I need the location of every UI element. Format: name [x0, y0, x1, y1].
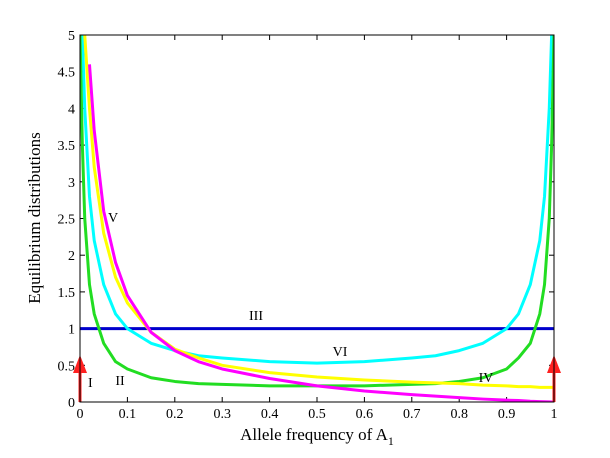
- x-axis-label: Allele frequency of A1: [240, 425, 394, 448]
- x-tick-label: 0.9: [498, 407, 516, 422]
- x-tick-label: 1: [551, 407, 558, 422]
- lines: [80, 35, 554, 402]
- x-tick-label: 0.2: [166, 407, 184, 422]
- line-series: [83, 35, 554, 389]
- x-axis-label-subscript: 1: [388, 434, 394, 448]
- x-axis-label-main: Allele frequency of A: [240, 425, 388, 444]
- y-tick-label: 3: [68, 176, 75, 191]
- line-series: [80, 35, 554, 365]
- x-tick-label: 0.3: [213, 407, 231, 422]
- series-label: II: [115, 374, 125, 389]
- y-axis-label: Equilibrium distributions: [25, 132, 44, 303]
- annotation: I: [88, 376, 93, 391]
- x-tick-label: 0: [77, 407, 84, 422]
- y-tick-label: 5: [68, 29, 75, 44]
- x-tick-label: 0.6: [356, 407, 374, 422]
- x-tick-label: 0.1: [119, 407, 137, 422]
- y-tick-label: 2: [68, 249, 75, 264]
- plot-area: [80, 35, 554, 402]
- ticks: 0 0.1 0.2 0.3 0.4 0.5 0.6 0.7 0.8 0.9 1 0 0.5 1 1.5 2 2.…: [58, 29, 558, 422]
- x-tick-label: 0.7: [403, 407, 421, 422]
- x-tick-label: 0.8: [450, 407, 468, 422]
- y-tick-label: 3.5: [58, 139, 76, 154]
- series-label: IV: [479, 371, 494, 386]
- series-label: VI: [333, 345, 348, 360]
- y-tick-label: 1: [68, 323, 75, 338]
- y-tick-label: 0: [68, 396, 75, 411]
- axes-box: [79, 34, 555, 403]
- series-label: V: [108, 211, 118, 226]
- series-label: III: [249, 309, 263, 324]
- y-tick-label: 4.5: [58, 66, 76, 81]
- x-tick-label: 0.4: [261, 407, 279, 422]
- y-tick-label: 1.5: [58, 286, 76, 301]
- y-tick-label: 0.5: [58, 359, 76, 374]
- x-tick-label: 0.5: [308, 407, 326, 422]
- y-tick-label: 4: [68, 102, 75, 117]
- y-tick-label: 2.5: [58, 213, 76, 228]
